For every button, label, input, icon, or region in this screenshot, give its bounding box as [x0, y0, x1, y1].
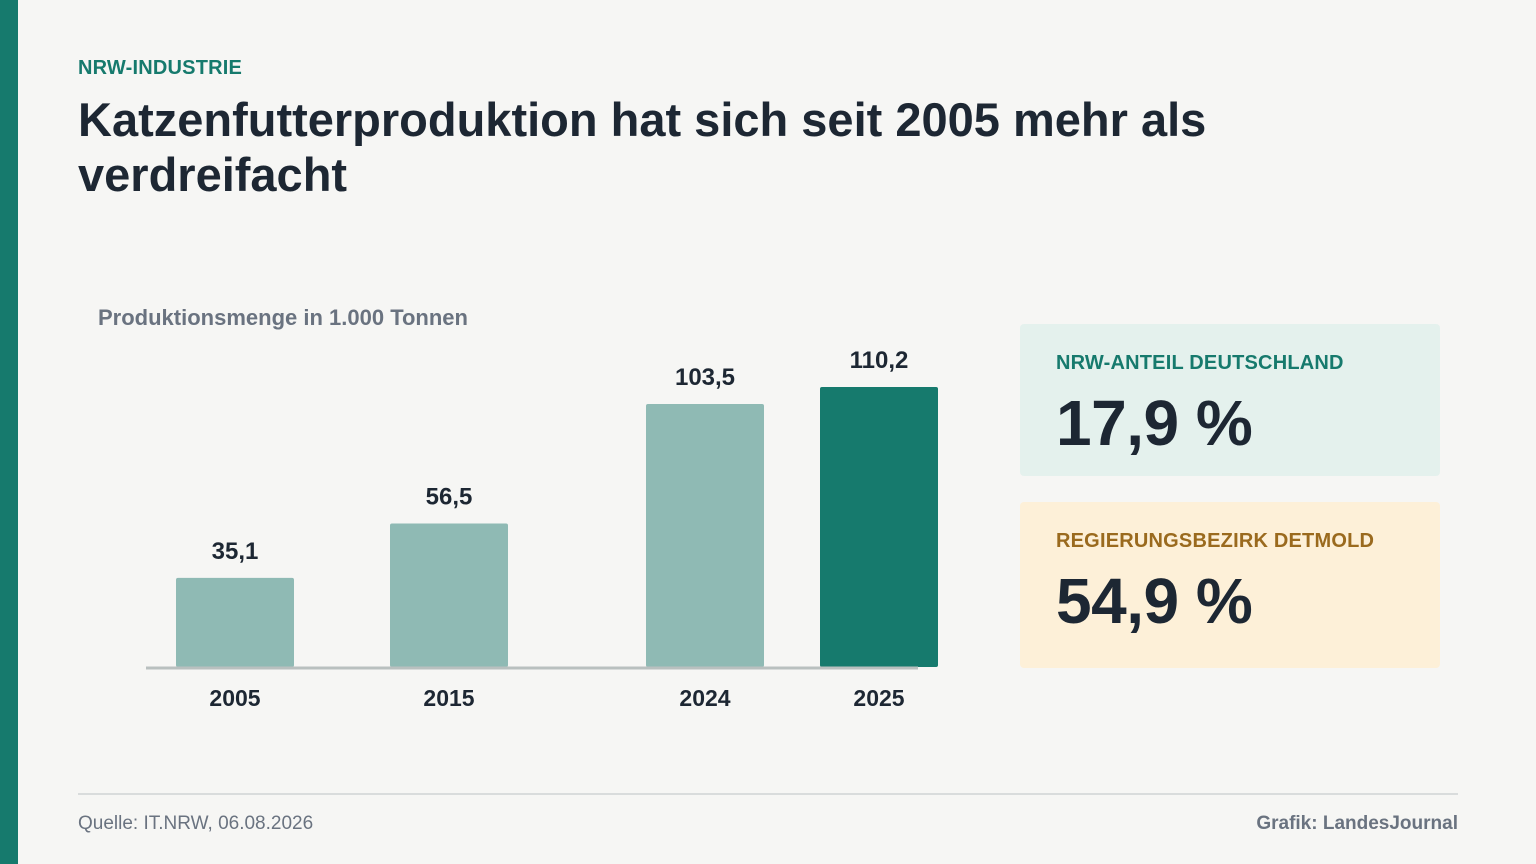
- bar-2024: [646, 404, 764, 667]
- x-tick-2015: 2015: [423, 685, 474, 711]
- data-label-2025: 110,2: [850, 347, 909, 374]
- kicker: NRW-INDUSTRIE: [78, 57, 243, 79]
- accent-bar: [0, 0, 18, 864]
- footer-divider: [78, 793, 1458, 795]
- detmold-share-card: REGIERUNGSBEZIRK DETMOLD 54,9 %: [1020, 502, 1440, 668]
- x-tick-2024: 2024: [679, 685, 730, 711]
- bar-chart: 35,1 2005 56,5 2015 103,5 2024 110,2 2025: [146, 347, 938, 711]
- nrw-share-value: 17,9 %: [1056, 387, 1253, 459]
- data-label-2015: 56,5: [426, 483, 473, 510]
- graphic-credit: Grafik: LandesJournal: [1256, 813, 1458, 834]
- bar-2015: [390, 523, 508, 667]
- data-label-2005: 35,1: [212, 538, 259, 565]
- data-label-2024: 103,5: [675, 364, 735, 391]
- x-tick-2005: 2005: [209, 685, 260, 711]
- nrw-share-card: NRW-ANTEIL DEUTSCHLAND 17,9 %: [1020, 324, 1440, 476]
- headline: Katzenfutterproduktion hat sich seit 200…: [78, 93, 1207, 201]
- x-tick-2025: 2025: [853, 685, 904, 711]
- bar-2025: [820, 387, 938, 667]
- detmold-share-label: REGIERUNGSBEZIRK DETMOLD: [1056, 530, 1375, 552]
- source-note: Quelle: IT.NRW, 06.08.2026: [78, 813, 314, 834]
- bar-2005: [176, 577, 294, 667]
- detmold-share-value: 54,9 %: [1056, 565, 1253, 637]
- nrw-share-label: NRW-ANTEIL DEUTSCHLAND: [1056, 352, 1344, 374]
- chart-title: Produktionsmenge in 1.000 Tonnen: [98, 305, 468, 330]
